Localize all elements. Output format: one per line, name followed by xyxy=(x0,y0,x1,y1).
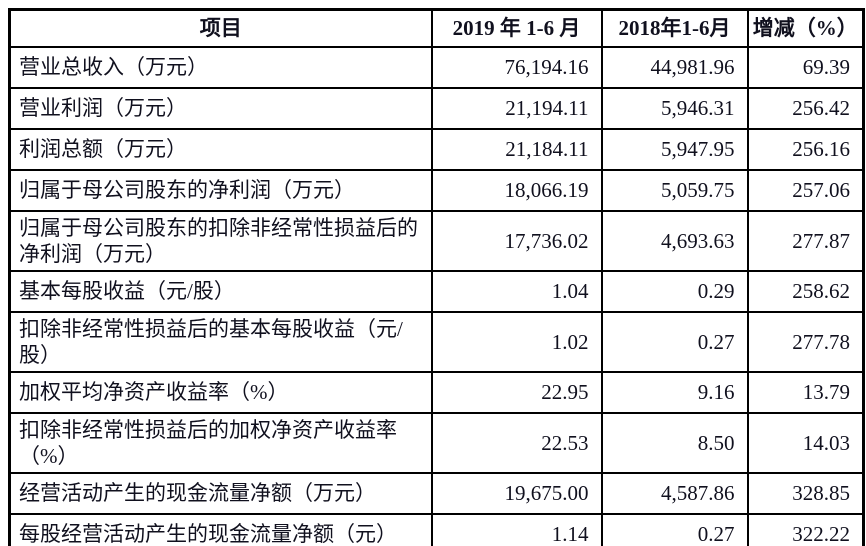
table-row: 经营活动产生的现金流量净额（万元） 19,675.00 4,587.86 328… xyxy=(8,471,865,515)
value-2019-cell: 21,194.11 xyxy=(430,86,603,130)
value-2019-cell: 17,736.02 xyxy=(430,209,603,272)
table-body: 营业总收入（万元） 76,194.16 44,981.96 69.39 营业利润… xyxy=(8,45,865,546)
table-row: 基本每股收益（元/股） 1.04 0.29 258.62 xyxy=(8,269,865,313)
table-row: 营业利润（万元） 21,194.11 5,946.31 256.42 xyxy=(8,86,865,130)
value-2019-cell: 19,675.00 xyxy=(430,471,603,515)
change-cell: 69.39 xyxy=(746,45,865,89)
item-cell: 扣除非经常性损益后的基本每股收益（元/股） xyxy=(8,310,433,373)
change-cell: 257.06 xyxy=(746,168,865,212)
financial-summary-table: 项目 2019 年 1-6 月 2018年1-6月 增减（%） 营业总收入（万元… xyxy=(8,8,865,546)
value-2018-cell: 0.27 xyxy=(600,512,749,546)
item-cell: 基本每股收益（元/股） xyxy=(8,269,433,313)
header-item-label: 项目 xyxy=(8,8,433,48)
item-cell: 利润总额（万元） xyxy=(8,127,433,171)
table-row: 利润总额（万元） 21,184.11 5,947.95 256.16 xyxy=(8,127,865,171)
value-2019-cell: 22.95 xyxy=(430,370,603,414)
value-2018-cell: 5,946.31 xyxy=(600,86,749,130)
value-2019-cell: 1.02 xyxy=(430,310,603,373)
value-2018-cell: 9.16 xyxy=(600,370,749,414)
value-2018-cell: 4,587.86 xyxy=(600,471,749,515)
table-row: 加权平均净资产收益率（%） 22.95 9.16 13.79 xyxy=(8,370,865,414)
value-2019-cell: 1.14 xyxy=(430,512,603,546)
table-row: 每股经营活动产生的现金流量净额（元） 1.14 0.27 322.22 xyxy=(8,512,865,546)
value-2018-cell: 44,981.96 xyxy=(600,45,749,89)
change-cell: 258.62 xyxy=(746,269,865,313)
value-2019-cell: 22.53 xyxy=(430,411,603,474)
item-cell: 营业总收入（万元） xyxy=(8,45,433,89)
change-cell: 277.87 xyxy=(746,209,865,272)
item-cell: 归属于母公司股东的扣除非经常性损益后的净利润（万元） xyxy=(8,209,433,272)
item-cell: 归属于母公司股东的净利润（万元） xyxy=(8,168,433,212)
item-cell: 扣除非经常性损益后的加权净资产收益率（%） xyxy=(8,411,433,474)
value-2018-cell: 5,947.95 xyxy=(600,127,749,171)
header-period-2019: 2019 年 1-6 月 xyxy=(430,8,603,48)
table-row: 归属于母公司股东的扣除非经常性损益后的净利润（万元） 17,736.02 4,6… xyxy=(8,209,865,272)
item-cell: 营业利润（万元） xyxy=(8,86,433,130)
value-2019-cell: 1.04 xyxy=(430,269,603,313)
value-2019-cell: 21,184.11 xyxy=(430,127,603,171)
table-row: 归属于母公司股东的净利润（万元） 18,066.19 5,059.75 257.… xyxy=(8,168,865,212)
item-cell: 经营活动产生的现金流量净额（万元） xyxy=(8,471,433,515)
value-2018-cell: 0.29 xyxy=(600,269,749,313)
value-2019-cell: 18,066.19 xyxy=(430,168,603,212)
change-cell: 322.22 xyxy=(746,512,865,546)
header-change: 增减（%） xyxy=(746,8,865,48)
item-cell: 加权平均净资产收益率（%） xyxy=(8,370,433,414)
item-cell: 每股经营活动产生的现金流量净额（元） xyxy=(8,512,433,546)
value-2019-cell: 76,194.16 xyxy=(430,45,603,89)
table-row: 营业总收入（万元） 76,194.16 44,981.96 69.39 xyxy=(8,45,865,89)
change-cell: 277.78 xyxy=(746,310,865,373)
change-cell: 328.85 xyxy=(746,471,865,515)
change-cell: 256.42 xyxy=(746,86,865,130)
change-cell: 14.03 xyxy=(746,411,865,474)
value-2018-cell: 4,693.63 xyxy=(600,209,749,272)
change-cell: 13.79 xyxy=(746,370,865,414)
header-row: 项目 2019 年 1-6 月 2018年1-6月 增减（%） xyxy=(8,8,865,48)
change-cell: 256.16 xyxy=(746,127,865,171)
value-2018-cell: 8.50 xyxy=(600,411,749,474)
header-period-2018: 2018年1-6月 xyxy=(600,8,749,48)
value-2018-cell: 5,059.75 xyxy=(600,168,749,212)
table-row: 扣除非经常性损益后的加权净资产收益率（%） 22.53 8.50 14.03 xyxy=(8,411,865,474)
value-2018-cell: 0.27 xyxy=(600,310,749,373)
table-row: 扣除非经常性损益后的基本每股收益（元/股） 1.02 0.27 277.78 xyxy=(8,310,865,373)
